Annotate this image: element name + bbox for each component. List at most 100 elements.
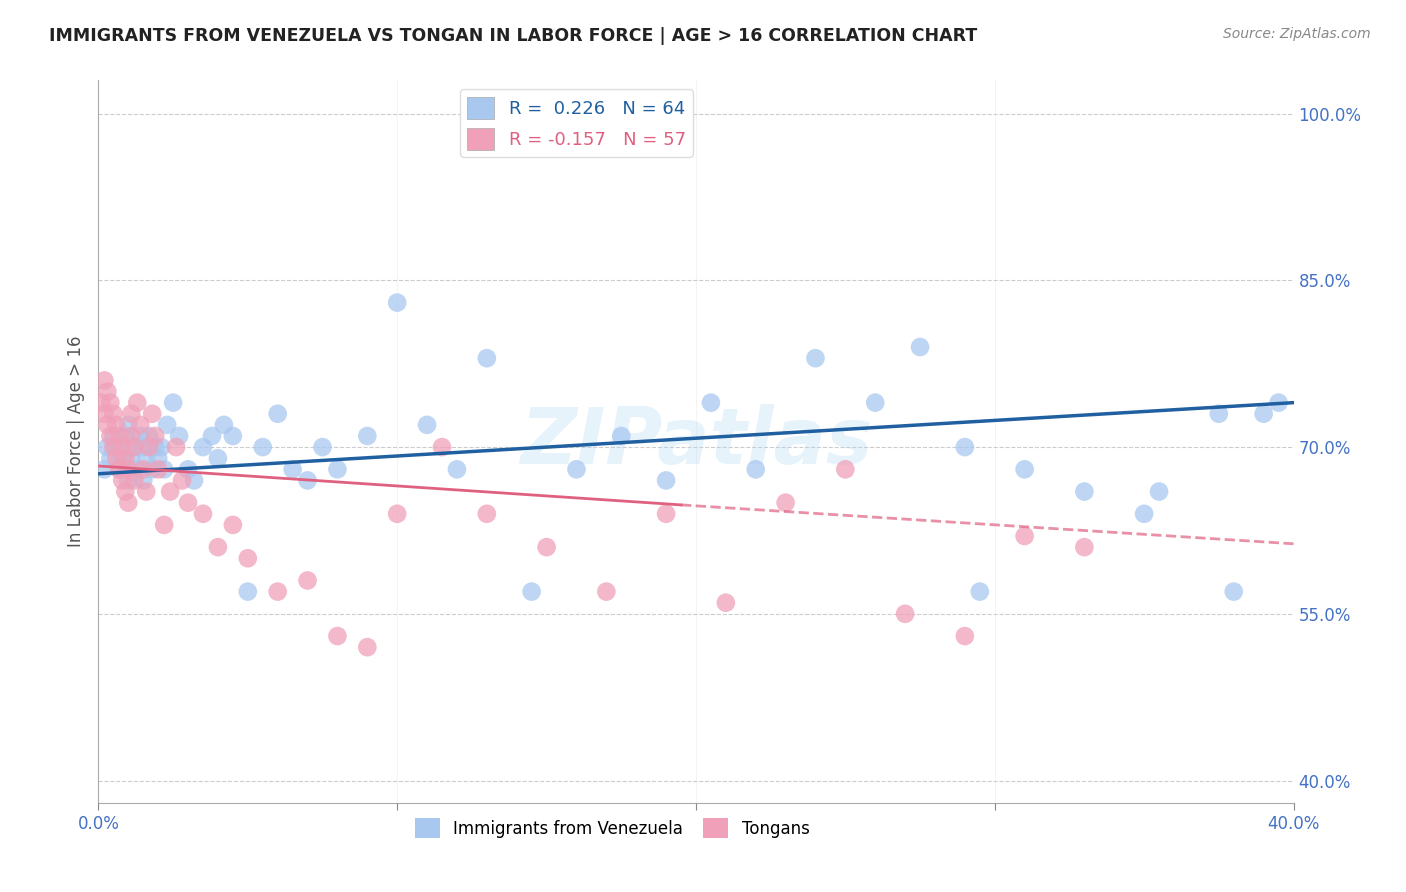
Point (117, 417, 139, 432)
Point (141, 407, 163, 421)
Point (111, 451, 134, 466)
Point (105, 417, 128, 432)
Point (1014, 529, 1036, 543)
Point (93, 373, 115, 387)
Point (430, 440, 453, 454)
Point (129, 417, 152, 432)
Point (191, 440, 214, 454)
Point (610, 429, 633, 443)
Point (207, 451, 229, 466)
Point (124, 440, 146, 454)
Point (98, 429, 122, 443)
Point (141, 462, 163, 476)
Point (127, 462, 149, 476)
Point (138, 429, 160, 443)
Point (894, 607, 917, 621)
Point (222, 429, 245, 443)
Point (326, 629, 349, 643)
Point (111, 474, 134, 488)
Point (908, 340, 931, 354)
Point (153, 462, 176, 476)
Point (1267, 395, 1289, 409)
Point (127, 395, 149, 409)
Point (98, 451, 122, 466)
Point (655, 474, 678, 488)
Point (311, 440, 333, 454)
Point (120, 451, 142, 466)
Legend: Immigrants from Venezuela, Tongans: Immigrants from Venezuela, Tongans (408, 812, 817, 845)
Point (108, 462, 131, 476)
Point (1014, 462, 1036, 476)
Point (700, 395, 723, 409)
Point (191, 507, 214, 521)
Point (111, 440, 134, 454)
Point (252, 440, 274, 454)
Point (475, 507, 498, 521)
Point (143, 429, 166, 443)
Point (117, 474, 139, 488)
Point (114, 429, 136, 443)
Point (124, 440, 146, 454)
Point (132, 440, 155, 454)
Point (105, 440, 128, 454)
Point (267, 584, 290, 599)
Point (114, 484, 136, 499)
Point (1073, 484, 1095, 499)
Point (156, 417, 179, 432)
Point (1223, 584, 1246, 599)
Point (138, 440, 160, 454)
Point (326, 462, 349, 476)
Point (565, 462, 588, 476)
Point (177, 496, 200, 510)
Point (281, 462, 304, 476)
Point (93, 462, 115, 476)
Point (96, 417, 118, 432)
Point (969, 584, 991, 599)
Point (167, 429, 190, 443)
Point (98, 395, 122, 409)
Point (108, 429, 131, 443)
Point (129, 429, 152, 443)
Point (1208, 407, 1230, 421)
Point (865, 395, 887, 409)
Point (536, 540, 558, 554)
Point (236, 551, 259, 566)
Point (1133, 507, 1156, 521)
Point (834, 462, 856, 476)
Point (103, 407, 125, 421)
Point (385, 507, 409, 521)
Point (177, 462, 200, 476)
Point (135, 451, 157, 466)
Point (148, 451, 170, 466)
Point (150, 440, 173, 454)
Point (222, 517, 245, 532)
Point (132, 462, 155, 476)
Point (183, 474, 205, 488)
Point (90, 395, 112, 409)
Point (159, 484, 181, 499)
Y-axis label: In Labor Force | Age > 16: In Labor Force | Age > 16 (66, 335, 84, 548)
Point (775, 496, 797, 510)
Point (117, 462, 139, 476)
Point (132, 474, 155, 488)
Point (201, 429, 224, 443)
Point (714, 596, 737, 610)
Point (416, 417, 439, 432)
Point (148, 462, 170, 476)
Point (297, 574, 319, 588)
Point (236, 584, 259, 599)
Point (143, 440, 166, 454)
Point (212, 417, 235, 432)
Point (117, 496, 139, 510)
Point (108, 462, 131, 476)
Point (267, 407, 290, 421)
Point (103, 440, 125, 454)
Point (1253, 407, 1275, 421)
Point (475, 351, 498, 366)
Point (356, 429, 378, 443)
Point (356, 640, 378, 655)
Point (297, 474, 319, 488)
Point (93, 407, 115, 421)
Point (520, 584, 543, 599)
Point (804, 351, 827, 366)
